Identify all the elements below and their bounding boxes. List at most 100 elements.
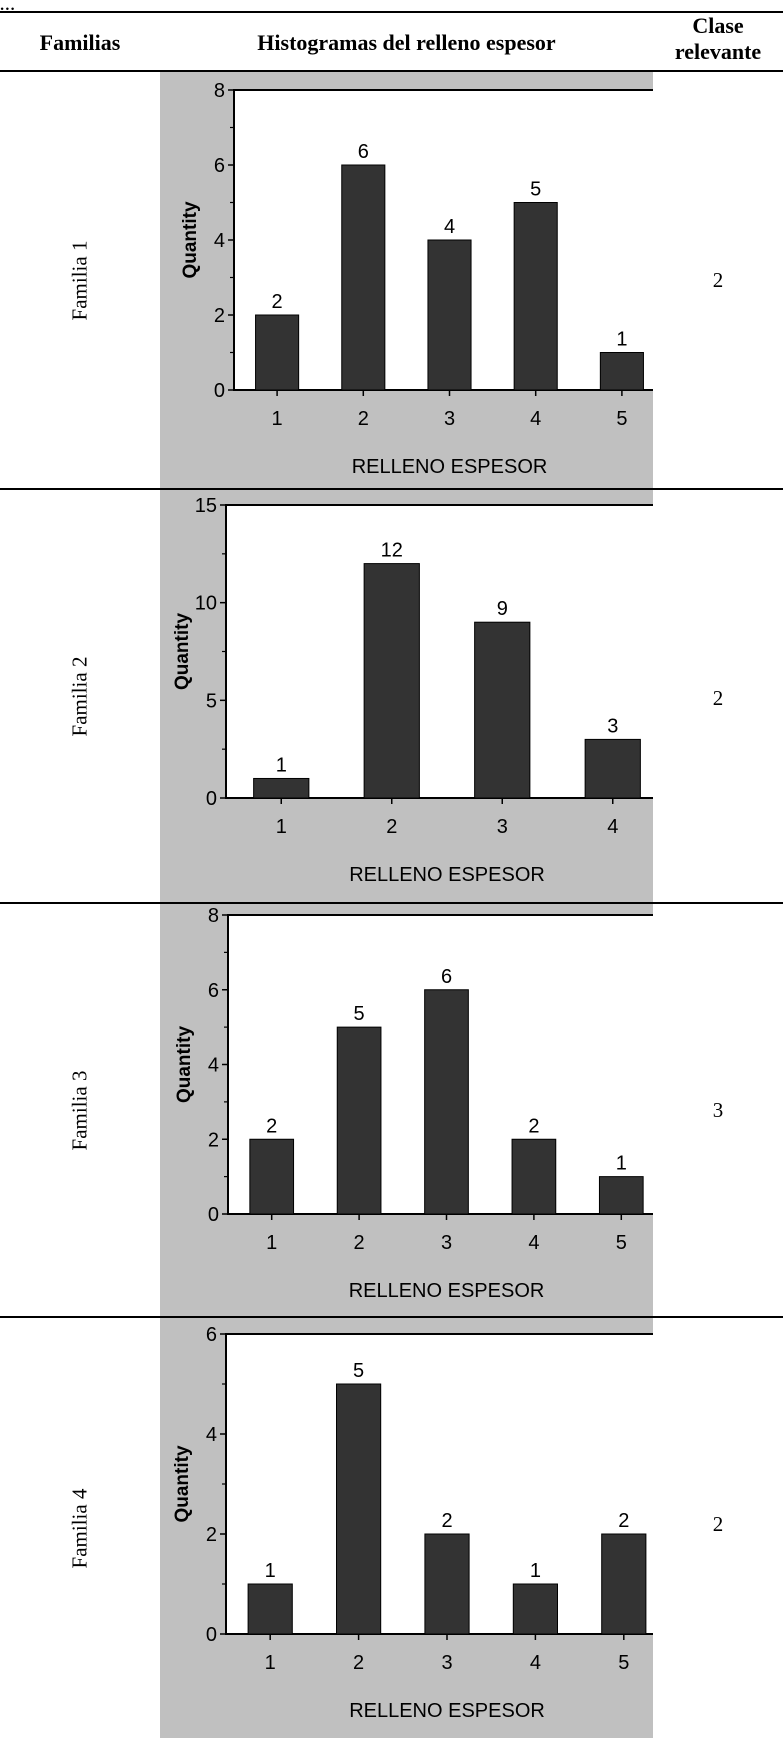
bar bbox=[511, 1138, 557, 1215]
x-tick-label: 4 bbox=[528, 1232, 539, 1254]
y-tick-label: 15 bbox=[195, 495, 217, 517]
row-rule-3 bbox=[0, 1316, 783, 1318]
histogram-panel-3: 0 2 4 6 8 Quantity 2 1 5 2 6 3 2 4 1 5 RELLENO ESPESOR bbox=[160, 904, 653, 1316]
x-axis-label: RELLENO ESPESOR bbox=[349, 1700, 545, 1722]
family-label: Familia 4 bbox=[67, 1488, 92, 1568]
histogram-chart-1: 0 2 4 6 8 Quantity 2 1 6 2 4 3 5 4 1 5 RELLENO ESPESOR bbox=[180, 80, 653, 478]
y-tick-label: 8 bbox=[208, 905, 219, 927]
table-caption: ... bbox=[0, 0, 783, 11]
data-label: 2 bbox=[528, 1115, 539, 1137]
bar bbox=[601, 1533, 647, 1635]
bar bbox=[427, 239, 472, 391]
data-label: 6 bbox=[441, 966, 452, 988]
x-tick-label: 3 bbox=[441, 1232, 452, 1254]
family-label: Familia 1 bbox=[67, 240, 92, 320]
y-tick-label: 4 bbox=[208, 1055, 219, 1077]
x-axis-label: RELLENO ESPESOR bbox=[349, 864, 545, 886]
x-axis-label: RELLENO ESPESOR bbox=[349, 1280, 545, 1302]
bar bbox=[247, 1583, 293, 1635]
bar bbox=[599, 352, 644, 391]
clase-cell-1: 2 bbox=[712, 268, 724, 292]
data-label: 1 bbox=[530, 1560, 541, 1582]
x-tick-label: 5 bbox=[616, 1232, 627, 1254]
data-label: 1 bbox=[616, 1153, 627, 1175]
row-rule-1 bbox=[0, 488, 783, 490]
x-axis-label: RELLENO ESPESOR bbox=[352, 456, 548, 478]
data-label: 2 bbox=[441, 1510, 452, 1532]
bar bbox=[341, 164, 386, 391]
x-tick-label: 1 bbox=[272, 408, 283, 430]
y-axis-label: Quantity bbox=[180, 201, 201, 278]
y-tick-label: 4 bbox=[206, 1424, 217, 1446]
x-tick-label: 1 bbox=[276, 816, 287, 838]
data-label: 4 bbox=[444, 216, 455, 238]
bar bbox=[513, 202, 558, 391]
data-label: 5 bbox=[354, 1003, 365, 1025]
histogram-chart-3: 0 2 4 6 8 Quantity 2 1 5 2 6 3 2 4 1 5 RELLENO ESPESOR bbox=[174, 905, 653, 1302]
data-label: 2 bbox=[266, 1115, 277, 1137]
family-label: Familia 2 bbox=[67, 656, 92, 736]
histogram-panel-4: 0 2 4 6 Quantity 1 1 5 2 2 3 1 4 2 5 RELLENO ESPESOR bbox=[160, 1318, 653, 1738]
x-tick-label: 4 bbox=[607, 816, 618, 838]
bar bbox=[336, 1383, 382, 1635]
y-tick-label: 4 bbox=[214, 230, 225, 252]
x-tick-label: 4 bbox=[530, 1652, 541, 1674]
data-label: 2 bbox=[272, 291, 283, 313]
y-tick-label: 5 bbox=[206, 690, 217, 712]
x-tick-label: 2 bbox=[353, 1652, 364, 1674]
y-tick-label: 0 bbox=[208, 1204, 219, 1226]
clase-cell-4: 2 bbox=[712, 1512, 724, 1536]
y-tick-label: 6 bbox=[206, 1324, 217, 1346]
family-label: Familia 3 bbox=[67, 1070, 92, 1150]
bar bbox=[584, 738, 641, 799]
x-tick-label: 2 bbox=[358, 408, 369, 430]
x-tick-label: 1 bbox=[266, 1232, 277, 1254]
data-label: 3 bbox=[607, 715, 618, 737]
header-familias: Familias bbox=[39, 30, 121, 55]
data-label: 9 bbox=[497, 598, 508, 620]
data-label: 12 bbox=[381, 540, 403, 562]
header-clase-line2: relevante bbox=[674, 39, 762, 64]
family-cell-1: Familia 1 bbox=[0, 72, 160, 488]
data-label: 2 bbox=[618, 1510, 629, 1532]
bar bbox=[253, 777, 310, 799]
family-cell-4: Familia 4 bbox=[0, 1318, 160, 1738]
data-label: 5 bbox=[353, 1360, 364, 1382]
bar bbox=[249, 1138, 295, 1215]
y-tick-label: 0 bbox=[206, 788, 217, 810]
bar bbox=[255, 314, 300, 391]
family-cell-2: Familia 2 bbox=[0, 490, 160, 902]
x-tick-label: 2 bbox=[386, 816, 397, 838]
bar bbox=[363, 563, 420, 799]
bar bbox=[336, 1026, 382, 1215]
header-histogramas: Histogramas del relleno espesor bbox=[257, 30, 556, 55]
bar bbox=[474, 621, 531, 799]
histogram-chart-2: 0 5 10 15 Quantity 1 1 12 2 9 3 3 4 RELLENO ESPESOR bbox=[172, 495, 653, 886]
y-axis-label: Quantity bbox=[172, 1445, 193, 1522]
header-rule bbox=[0, 70, 783, 72]
table-top-rule bbox=[0, 11, 783, 13]
header-clase-relevante: Clase relevante bbox=[653, 13, 783, 65]
x-tick-label: 3 bbox=[497, 816, 508, 838]
y-tick-label: 8 bbox=[214, 80, 225, 102]
data-label: 1 bbox=[276, 754, 287, 776]
bar bbox=[598, 1176, 644, 1215]
y-tick-label: 0 bbox=[206, 1624, 217, 1646]
family-cell-3: Familia 3 bbox=[0, 904, 160, 1316]
bar bbox=[512, 1583, 558, 1635]
y-axis-label: Quantity bbox=[174, 1026, 195, 1103]
clase-cell-3: 3 bbox=[712, 1098, 724, 1122]
x-tick-label: 5 bbox=[616, 408, 627, 430]
x-tick-label: 4 bbox=[530, 408, 541, 430]
histogram-panel-2: 0 5 10 15 Quantity 1 1 12 2 9 3 3 4 RELLENO ESPESOR bbox=[160, 490, 653, 902]
x-tick-label: 2 bbox=[354, 1232, 365, 1254]
histogram-panel-1: 0 2 4 6 8 Quantity 2 1 6 2 4 3 5 4 1 5 RELLENO ESPESOR bbox=[160, 72, 653, 488]
data-label: 1 bbox=[616, 329, 627, 351]
x-tick-label: 1 bbox=[265, 1652, 276, 1674]
bar bbox=[424, 1533, 470, 1635]
header-clase-line1: Clase bbox=[692, 13, 744, 38]
y-tick-label: 6 bbox=[214, 155, 225, 177]
x-tick-label: 5 bbox=[618, 1652, 629, 1674]
x-tick-label: 3 bbox=[441, 1652, 452, 1674]
x-tick-label: 3 bbox=[444, 408, 455, 430]
